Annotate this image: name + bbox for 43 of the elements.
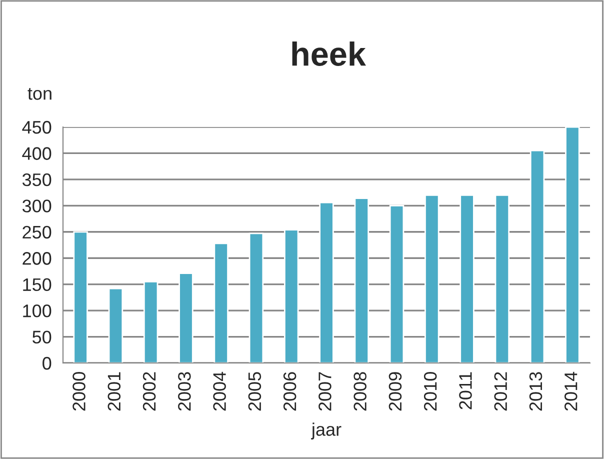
bar xyxy=(494,194,510,363)
x-tick-label: 2010 xyxy=(424,372,437,411)
x-tick-label: 2000 xyxy=(72,372,86,411)
x-tick-label: 2011 xyxy=(459,372,472,410)
x-tick-label: 2013 xyxy=(529,372,542,411)
bar xyxy=(565,127,580,363)
x-tick-label: 2007 xyxy=(318,372,332,411)
bar xyxy=(73,231,88,363)
bar xyxy=(143,281,158,363)
x-tick-label: 2006 xyxy=(283,372,296,411)
bar xyxy=(108,288,124,363)
bar xyxy=(530,150,545,363)
x-tick-label: 2001 xyxy=(108,372,121,411)
bar xyxy=(214,242,228,363)
y-tick-label: 100 xyxy=(23,304,52,318)
y-tick-label: 50 xyxy=(32,330,52,344)
bar xyxy=(389,204,404,363)
x-tick-label: 2012 xyxy=(494,372,508,411)
x-tick-label: 2003 xyxy=(178,372,191,411)
y-tick-label: 400 xyxy=(22,147,52,160)
y-axis-title: ton xyxy=(28,88,52,100)
bar xyxy=(354,198,370,363)
bar xyxy=(248,232,264,363)
y-tick-label: 300 xyxy=(22,200,52,212)
y-tick-label: 450 xyxy=(22,120,52,134)
x-tick-label: 2008 xyxy=(354,372,366,411)
y-tick-label: 200 xyxy=(22,252,52,265)
y-tick-label: 150 xyxy=(23,278,52,292)
y-tick-label: 0 xyxy=(42,356,52,370)
bar xyxy=(178,272,194,363)
x-tick-label: 2002 xyxy=(142,372,156,411)
x-axis-title: jaar xyxy=(311,422,342,440)
bar xyxy=(284,229,299,363)
x-tick-label: 2014 xyxy=(564,372,578,411)
x-tick-label: 2009 xyxy=(388,372,402,411)
bar xyxy=(424,194,440,363)
chart-title: heek xyxy=(292,41,366,66)
y-tick-label: 350 xyxy=(22,173,52,186)
y-tick-label: 250 xyxy=(22,226,52,239)
x-tick-label: 2005 xyxy=(248,372,262,411)
bar xyxy=(460,194,474,363)
bar xyxy=(319,202,334,363)
x-tick-label: 2004 xyxy=(213,372,226,411)
